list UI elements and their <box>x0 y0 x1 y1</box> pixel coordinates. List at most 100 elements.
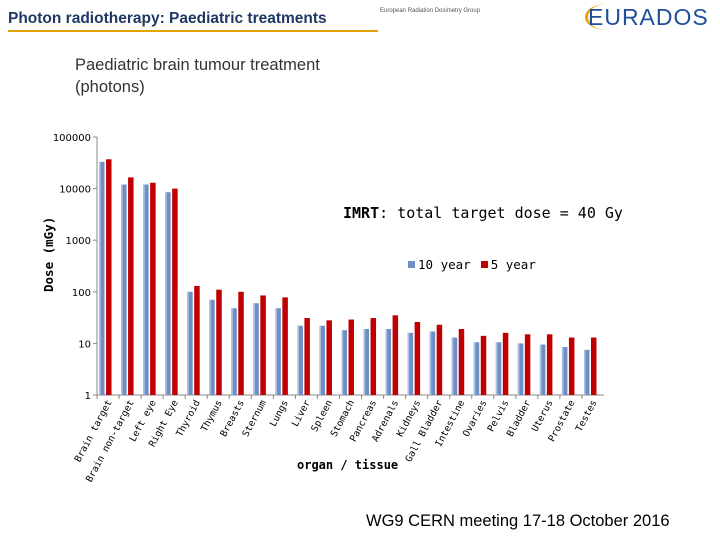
bar <box>150 182 156 395</box>
x-tick-label: Testes <box>574 398 600 433</box>
legend-item-10-year: 10 year <box>408 257 471 272</box>
bar-highlight <box>209 299 211 395</box>
bar <box>319 325 325 395</box>
eurados-logo: EURADOS <box>588 4 709 30</box>
bar <box>143 184 149 395</box>
y-axis-label: Dose (mGy) <box>41 216 56 292</box>
bar <box>165 192 171 395</box>
legend-swatch-5-year <box>480 261 488 268</box>
x-tick-label: Liver <box>290 398 313 429</box>
y-tick-label: 10 <box>78 339 91 350</box>
bar <box>407 332 414 395</box>
bar <box>297 325 303 395</box>
bar-highlight <box>187 291 189 395</box>
bar <box>561 347 568 395</box>
footer-meeting: WG9 CERN meeting 17-18 October 2016 <box>366 512 670 530</box>
group-name: European Radiation Dosimetry Group <box>380 8 481 14</box>
annotation-text: : total target dose = 40 Gy <box>379 204 623 222</box>
bar-highlight <box>121 184 123 395</box>
chart-annotation: IMRT: total target dose = 40 Gy <box>343 204 623 222</box>
bar <box>590 337 597 395</box>
bar-highlight <box>231 308 233 395</box>
title-underline <box>8 30 378 32</box>
bar <box>260 295 266 395</box>
x-axis-label: organ / tissue <box>297 458 399 472</box>
bar <box>495 342 502 395</box>
bar <box>187 291 193 395</box>
legend-swatch-10-year <box>408 261 415 268</box>
bar <box>546 334 553 395</box>
bar-highlight <box>385 329 388 395</box>
bar <box>231 308 237 395</box>
chart-legend: 10 year 5 year <box>408 257 546 272</box>
legend-label-10-year: 10 year <box>418 257 471 272</box>
bar-highlight <box>253 303 255 395</box>
bar-highlight <box>297 325 300 395</box>
bar <box>106 159 112 395</box>
bar-highlight <box>275 308 277 395</box>
bar <box>473 342 480 395</box>
bar <box>121 184 127 395</box>
bar <box>539 344 546 395</box>
bar <box>517 343 524 395</box>
y-tick-label: 1000 <box>66 236 91 247</box>
bar-highlight <box>517 343 520 395</box>
bar-highlight <box>561 347 564 395</box>
bar-highlight <box>451 337 454 395</box>
chart-title: Paediatric brain tumour treatment (photo… <box>75 54 475 98</box>
bar <box>341 330 347 395</box>
bar-highlight <box>495 342 498 395</box>
bar <box>172 188 178 395</box>
bar <box>363 329 370 395</box>
bar <box>216 289 222 395</box>
bar <box>238 291 244 395</box>
bar-highlight <box>407 332 410 395</box>
bar-highlight <box>143 184 145 395</box>
bar <box>458 329 465 395</box>
bar <box>99 161 105 395</box>
y-tick-label: 1 <box>85 391 91 402</box>
bar <box>502 332 509 395</box>
bar-highlight <box>99 161 101 395</box>
bar <box>209 299 215 395</box>
bar <box>348 319 354 395</box>
y-tick-label: 10000 <box>59 185 91 196</box>
bar <box>385 329 392 395</box>
bar <box>392 315 399 395</box>
eurados-logo-mark <box>585 4 628 30</box>
x-tick-label: Lungs <box>268 398 291 428</box>
bar <box>436 324 443 395</box>
bar-highlight <box>363 329 366 395</box>
chart-title-line-2: (photons) <box>75 78 145 96</box>
bar-highlight <box>473 342 476 395</box>
bar <box>451 337 458 395</box>
legend-label-5-year: 5 year <box>490 257 536 272</box>
bar <box>128 177 134 395</box>
bar <box>583 349 590 395</box>
y-tick-label: 100000 <box>53 133 91 144</box>
legend-item-5-year: 5 year <box>480 257 536 272</box>
bar <box>370 318 377 395</box>
bar-highlight <box>583 349 586 395</box>
bar <box>414 321 421 395</box>
bar <box>326 320 332 395</box>
bar-highlight <box>165 192 167 395</box>
bar <box>194 285 200 395</box>
bar <box>524 334 531 395</box>
y-tick-label: 100 <box>72 288 91 299</box>
bar <box>568 337 575 395</box>
bar-highlight <box>319 325 322 395</box>
slide-title: Photon radiotherapy: Paediatric treatmen… <box>8 10 327 27</box>
bar-highlight <box>539 344 542 395</box>
chart-title-line-1: Paediatric brain tumour treatment <box>75 56 320 74</box>
annotation-method: IMRT <box>343 204 380 222</box>
bar <box>480 335 487 395</box>
bar <box>304 318 310 395</box>
bar-highlight <box>429 331 432 395</box>
bar-highlight <box>341 330 344 395</box>
bar <box>275 308 281 395</box>
bar <box>253 303 259 395</box>
bar <box>282 297 288 395</box>
bar <box>429 331 436 395</box>
